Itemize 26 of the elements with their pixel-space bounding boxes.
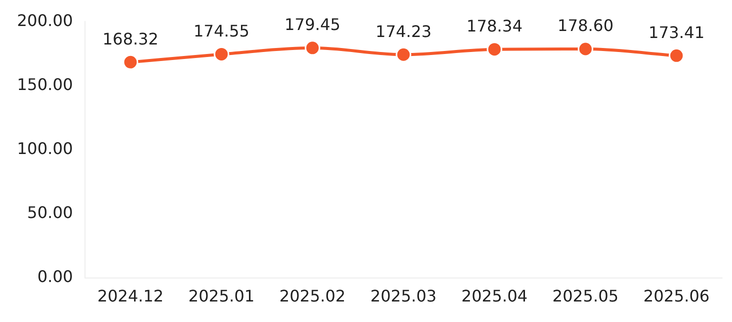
y-tick-label: 150.00	[17, 74, 73, 94]
x-tick-label: 2025.06	[643, 286, 710, 306]
text: 168.32	[102, 29, 158, 48]
y-tick-label: 200.00	[17, 10, 73, 30]
point	[396, 46, 412, 62]
text: 174.23	[376, 22, 432, 41]
y-tick-label: 0.00	[37, 266, 73, 286]
text: 178.60	[558, 16, 614, 36]
point	[668, 48, 684, 64]
y-tick-label: 50.00	[27, 202, 73, 222]
x-tick-label: 2025.04	[461, 286, 528, 306]
point	[304, 40, 320, 56]
point	[214, 46, 230, 62]
x-tick-label: 2025.01	[188, 286, 255, 306]
y-tick-label: 100.00	[17, 138, 73, 158]
text: 178.34	[466, 16, 522, 36]
text: 174.55	[193, 21, 250, 40]
text: 179.45	[284, 15, 340, 34]
x-tick-label: 2025.02	[279, 286, 346, 306]
x-tick-label: 2025.03	[370, 286, 437, 306]
point	[578, 41, 594, 57]
text: 173.41	[648, 22, 704, 42]
x-tick-label: 2025.05	[552, 286, 619, 306]
x-tick-label: 2024.12	[97, 286, 164, 306]
point	[486, 42, 502, 58]
point	[122, 54, 138, 70]
